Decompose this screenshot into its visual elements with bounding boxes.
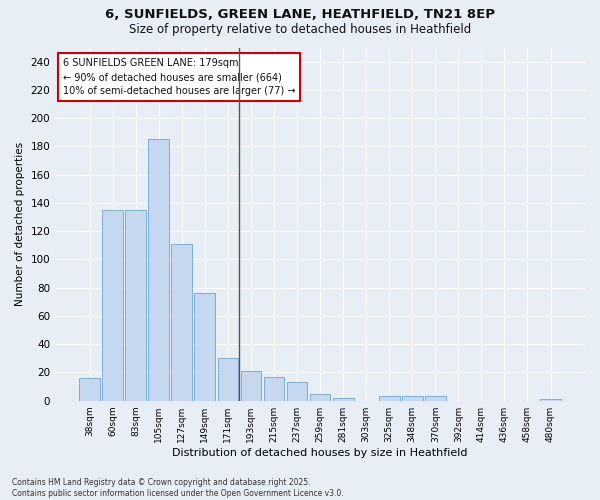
Bar bbox=[425, 396, 446, 400]
Y-axis label: Number of detached properties: Number of detached properties bbox=[15, 142, 25, 306]
Bar bbox=[263, 376, 284, 400]
Bar bbox=[333, 398, 353, 400]
Bar bbox=[125, 210, 146, 400]
Text: Size of property relative to detached houses in Heathfield: Size of property relative to detached ho… bbox=[129, 22, 471, 36]
Text: Contains HM Land Registry data © Crown copyright and database right 2025.
Contai: Contains HM Land Registry data © Crown c… bbox=[12, 478, 344, 498]
Bar bbox=[102, 210, 123, 400]
Bar bbox=[379, 396, 400, 400]
Bar bbox=[402, 396, 422, 400]
Bar bbox=[310, 394, 331, 400]
Bar bbox=[241, 371, 262, 400]
Bar bbox=[148, 140, 169, 400]
Bar bbox=[172, 244, 192, 400]
X-axis label: Distribution of detached houses by size in Heathfield: Distribution of detached houses by size … bbox=[172, 448, 468, 458]
Bar bbox=[287, 382, 307, 400]
Bar bbox=[218, 358, 238, 401]
Bar bbox=[194, 294, 215, 401]
Bar bbox=[79, 378, 100, 400]
Text: 6 SUNFIELDS GREEN LANE: 179sqm
← 90% of detached houses are smaller (664)
10% of: 6 SUNFIELDS GREEN LANE: 179sqm ← 90% of … bbox=[63, 58, 296, 96]
Text: 6, SUNFIELDS, GREEN LANE, HEATHFIELD, TN21 8EP: 6, SUNFIELDS, GREEN LANE, HEATHFIELD, TN… bbox=[105, 8, 495, 20]
